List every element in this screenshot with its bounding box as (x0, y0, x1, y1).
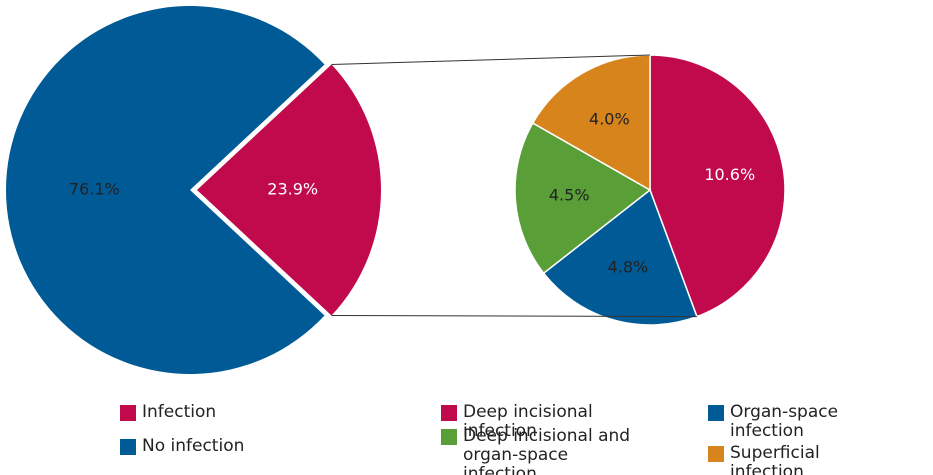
legend-label: No infection (142, 436, 245, 456)
legend-item: Deep incisional infection (441, 403, 631, 441)
slice-label: 23.9% (267, 180, 318, 199)
legend-label: Deep incisional infection (463, 402, 593, 441)
legend-swatch (120, 405, 136, 421)
legend-swatch (120, 439, 136, 455)
slice-label: 4.5% (549, 185, 590, 204)
legend-item: Deep incisional and organ-space infectio… (441, 427, 631, 475)
legend-item: Organ-space infection (708, 403, 898, 441)
connector-line (331, 54, 651, 65)
legend-swatch (708, 405, 724, 421)
pie-slice (649, 54, 786, 318)
slice-label: 4.0% (589, 109, 630, 128)
connector-line (331, 315, 697, 318)
legend-item: Infection (120, 403, 216, 422)
legend-swatch (441, 405, 457, 421)
legend-label: Organ-space infection (730, 402, 839, 441)
pie-slice (197, 64, 381, 316)
pie-slice (514, 121, 652, 275)
pie-slice (6, 5, 325, 374)
legend-swatch (708, 446, 724, 462)
legend-label: Infection (142, 402, 217, 422)
legend-item: No infection (120, 437, 244, 456)
slice-label: 76.1% (69, 180, 120, 199)
legend-label: Deep incisional and organ-space infectio… (463, 426, 631, 475)
pie-slice (542, 188, 698, 326)
slice-label: 10.6% (704, 165, 755, 184)
legend-swatch (441, 429, 457, 445)
slice-label: 4.8% (608, 257, 649, 276)
legend-item: Superficial infection (708, 444, 898, 475)
legend-label: Superficial infection (730, 443, 820, 475)
